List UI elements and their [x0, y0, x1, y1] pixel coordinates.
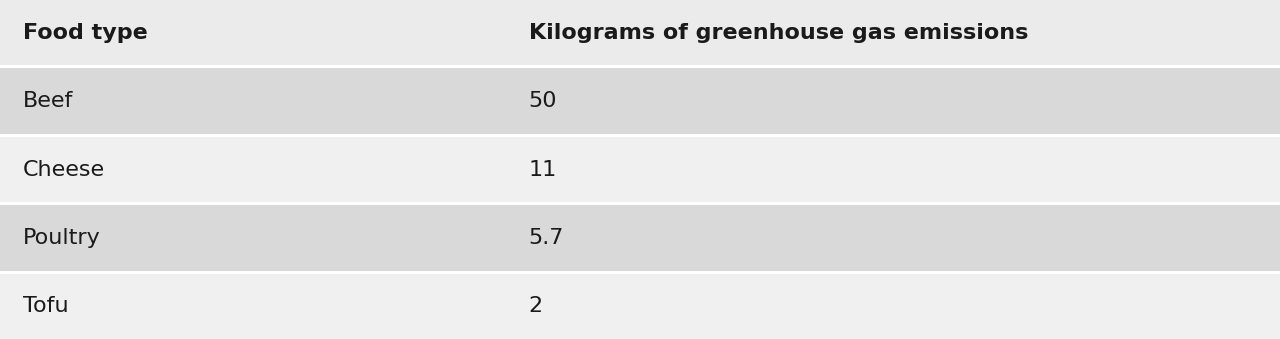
Bar — [0, 137, 506, 202]
Text: Tofu: Tofu — [23, 296, 69, 316]
Bar — [0, 274, 506, 339]
Bar — [506, 68, 1280, 134]
Bar — [0, 68, 506, 134]
Text: Food type: Food type — [23, 23, 147, 43]
Bar — [0, 271, 1280, 274]
Text: Beef: Beef — [23, 91, 73, 111]
Bar — [506, 205, 1280, 271]
Bar — [0, 134, 1280, 137]
Text: 11: 11 — [529, 160, 557, 179]
Text: 2: 2 — [529, 296, 543, 316]
Bar — [0, 205, 506, 271]
Text: Kilograms of greenhouse gas emissions: Kilograms of greenhouse gas emissions — [529, 23, 1028, 43]
Bar — [506, 137, 1280, 202]
Text: 5.7: 5.7 — [529, 228, 564, 248]
Text: Poultry: Poultry — [23, 228, 101, 248]
Bar — [0, 202, 1280, 205]
Text: Cheese: Cheese — [23, 160, 105, 179]
Bar — [506, 274, 1280, 339]
Bar — [0, 0, 506, 65]
Bar — [0, 65, 1280, 68]
Text: 50: 50 — [529, 91, 557, 111]
Bar — [506, 0, 1280, 65]
